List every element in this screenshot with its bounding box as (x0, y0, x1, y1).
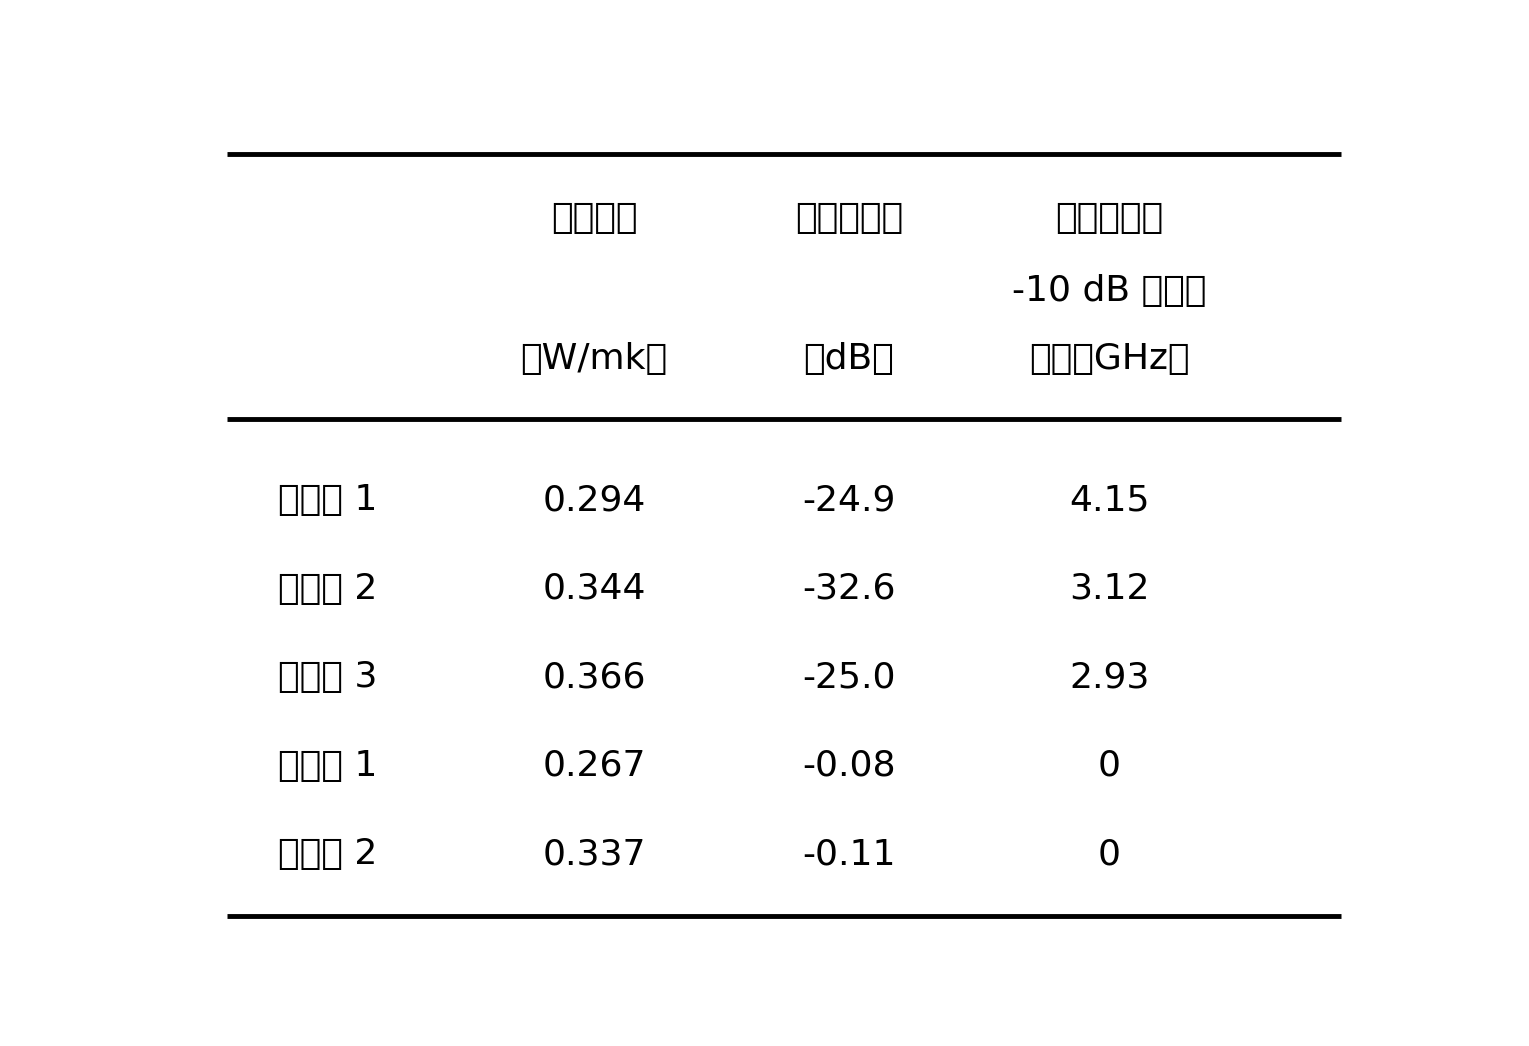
Text: -25.0: -25.0 (803, 660, 896, 695)
Text: 范围（GHz）: 范围（GHz） (1029, 342, 1190, 377)
Text: 0.366: 0.366 (543, 660, 645, 695)
Text: 实施例 2: 实施例 2 (278, 571, 378, 606)
Text: 比较例 2: 比较例 2 (278, 838, 378, 871)
Text: 导热系数: 导热系数 (550, 201, 638, 235)
Text: 4.15: 4.15 (1069, 483, 1150, 517)
Text: -0.11: -0.11 (803, 838, 896, 871)
Text: -10 dB 的频率: -10 dB 的频率 (1012, 274, 1206, 308)
Text: 反射率低于: 反射率低于 (1055, 201, 1164, 235)
Text: -0.08: -0.08 (803, 749, 896, 782)
Text: -32.6: -32.6 (803, 571, 896, 606)
Text: 3.12: 3.12 (1069, 571, 1150, 606)
Text: （dB）: （dB） (803, 342, 894, 377)
Text: 0.267: 0.267 (543, 749, 645, 782)
Text: 0: 0 (1098, 749, 1121, 782)
Text: （W/mk）: （W/mk） (520, 342, 668, 377)
Text: 0.337: 0.337 (543, 838, 645, 871)
Text: 0: 0 (1098, 838, 1121, 871)
Text: 比较例 1: 比较例 1 (278, 749, 378, 782)
Text: 实施例 3: 实施例 3 (278, 660, 378, 695)
Text: 实施例 1: 实施例 1 (278, 483, 378, 517)
Text: 最低反射率: 最低反射率 (795, 201, 902, 235)
Text: 0.344: 0.344 (543, 571, 645, 606)
Text: -24.9: -24.9 (803, 483, 896, 517)
Text: 0.294: 0.294 (543, 483, 645, 517)
Text: 2.93: 2.93 (1069, 660, 1150, 695)
